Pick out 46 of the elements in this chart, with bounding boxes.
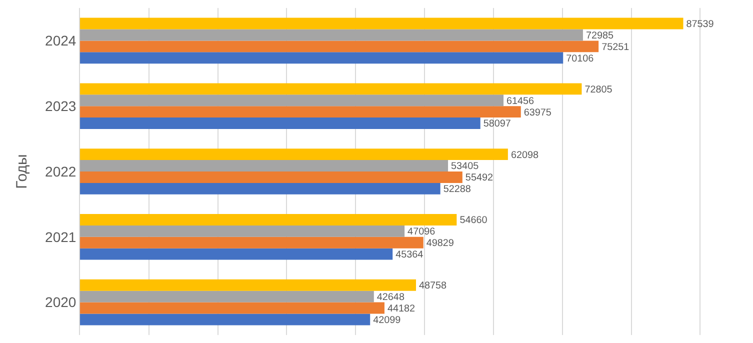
bar: [80, 302, 384, 314]
bar: [80, 214, 457, 226]
bar: [80, 279, 416, 291]
bar: [80, 29, 583, 41]
data-label: 55492: [465, 172, 494, 184]
data-label: 47096: [408, 226, 436, 238]
bar: [80, 18, 684, 30]
bar: [80, 52, 564, 64]
y-tick-label: 2023: [45, 98, 76, 114]
bar: [80, 160, 448, 172]
data-label: 58097: [483, 118, 512, 130]
data-label: 62098: [510, 150, 539, 161]
bar: [80, 314, 370, 326]
data-label: 52288: [443, 184, 472, 196]
data-label: 44182: [387, 303, 416, 314]
data-label: 75251: [602, 42, 630, 53]
data-label: 70106: [566, 53, 594, 64]
data-label: 42099: [373, 314, 402, 326]
bar: [80, 148, 508, 160]
data-label: 54660: [460, 215, 488, 226]
bar: [80, 106, 521, 118]
bar: [80, 225, 405, 237]
y-tick-label: 2021: [45, 228, 76, 245]
y-tick-label: 2024: [45, 32, 76, 49]
bar: [80, 236, 424, 248]
data-label: 63975: [524, 107, 552, 118]
bar: [80, 172, 462, 183]
bar: [80, 182, 440, 194]
data-label: 72985: [586, 30, 614, 42]
bar: [80, 248, 393, 260]
data-label: 49829: [426, 238, 454, 250]
data-label: 61456: [506, 96, 535, 107]
bar: [80, 94, 504, 106]
data-label: 72805: [584, 84, 613, 96]
data-label: 48758: [419, 280, 448, 292]
data-label: 87539: [686, 18, 714, 30]
data-label: 42648: [376, 292, 405, 304]
y-tick-label: 2020: [45, 294, 76, 310]
bar: [80, 290, 374, 302]
bar: [80, 83, 582, 95]
data-label: 53405: [451, 161, 480, 172]
bar: [80, 118, 480, 129]
y-tick-label: 2022: [45, 163, 76, 180]
data-label: 45364: [396, 250, 424, 260]
bar: [80, 40, 599, 52]
y-axis-title: Годы: [13, 154, 30, 189]
